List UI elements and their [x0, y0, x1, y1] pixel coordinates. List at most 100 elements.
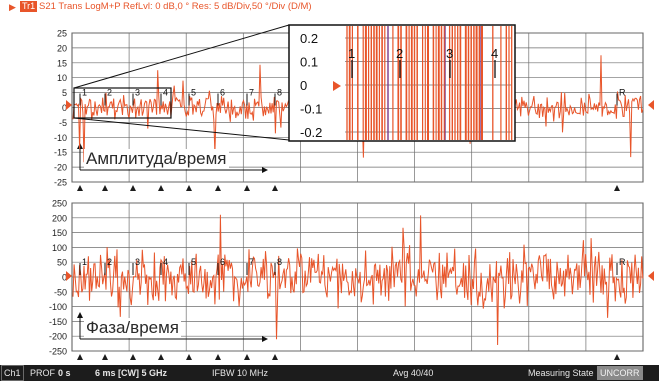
ph-y-tick-label: -50	[54, 287, 67, 297]
amp-marker-indicator-icon[interactable]	[244, 185, 250, 191]
ph-marker-6[interactable]: 6	[217, 257, 225, 275]
zoom-marker-label: 2	[396, 46, 403, 61]
zoom-selection-box[interactable]	[73, 87, 172, 119]
amp-y-tick-label: 15	[57, 58, 67, 68]
amp-y-tick-label: -5	[59, 118, 67, 128]
zoom-marker-4[interactable]: 4	[491, 46, 498, 78]
ph-marker-5[interactable]: 5	[188, 257, 196, 275]
phase-grid	[72, 202, 643, 352]
sweep-info[interactable]: 6 ms [CW] 5 GHz	[95, 368, 168, 378]
phase-trace	[72, 214, 644, 346]
ph-marker-indicator-icon[interactable]	[272, 354, 278, 360]
ph-marker-R[interactable]: R	[616, 257, 626, 275]
amp-marker-label: 7	[249, 88, 254, 98]
ph-y-tick-label: -150	[49, 317, 67, 327]
amp-marker-indicator-icon[interactable]	[158, 185, 164, 191]
ph-marker-label: 4	[163, 257, 168, 267]
ph-marker-indicator-icon[interactable]	[77, 354, 83, 360]
ph-marker-label: 5	[191, 257, 196, 267]
amp-marker-1[interactable]: 1	[79, 88, 87, 106]
amp-marker-4[interactable]: 4	[160, 88, 168, 106]
zoom-y-axis: 0.2 0.1 0 -0.1 -0.2	[300, 31, 322, 140]
ph-marker-label: 2	[107, 257, 112, 267]
amp-marker-5[interactable]: 5	[188, 88, 196, 106]
trace-badge[interactable]: Tr1	[20, 1, 38, 12]
average-indicator[interactable]: Avg 40/40	[393, 368, 434, 378]
amp-y-tick-label: 20	[57, 43, 67, 53]
amp-marker-3[interactable]: 3	[132, 88, 140, 106]
amp-y-tick-label: -20	[54, 163, 67, 173]
amp-marker-indicator-icon[interactable]	[130, 185, 136, 191]
ph-marker-1[interactable]: 1	[79, 257, 87, 275]
amp-y-tick-label: 10	[57, 73, 67, 83]
zoom-window[interactable]: 0.2 0.1 0 -0.1 -0.2 1 2 3 4	[288, 24, 516, 142]
ifbw-indicator[interactable]: IFBW 10 MHz	[212, 368, 269, 378]
zoom-ref-arrow-icon	[333, 81, 341, 91]
amp-marker-2[interactable]: 2	[104, 88, 112, 106]
zoom-y-tick-label: -0.2	[300, 125, 322, 140]
profile-indicator[interactable]: PROF	[30, 368, 56, 378]
ph-marker-indicator-icon[interactable]	[244, 354, 250, 360]
ph-y-tick-label: -200	[49, 332, 67, 342]
ph-marker-indicator-icon[interactable]	[186, 354, 192, 360]
ph-y-tick-label: 150	[52, 228, 67, 238]
ph-marker-label: 1	[82, 257, 87, 267]
zoom-marker-label: 1	[348, 46, 355, 61]
ph-marker-indicator-icon[interactable]	[130, 354, 136, 360]
zoom-marker-label: 4	[491, 46, 498, 61]
measuring-state: Measuring State	[528, 368, 594, 378]
amp-marker-7[interactable]: 7	[246, 88, 254, 106]
ph-marker-indicator-icon[interactable]	[102, 354, 108, 360]
uncorr-badge[interactable]: UNCORR	[597, 366, 643, 380]
zoom-y-tick-label: 0	[300, 78, 307, 93]
amp-marker-label: 3	[135, 88, 140, 98]
amp-ref-left-arrow-icon	[66, 100, 72, 110]
amp-marker-indicator-icon[interactable]	[215, 185, 221, 191]
trace-settings-text[interactable]: S21 Trans LogM+P RefLvl: 0 dB,0 ° Res: 5…	[39, 1, 312, 12]
channel-indicator[interactable]: Ch1	[1, 365, 24, 381]
ph-y-tick-label: 100	[52, 243, 67, 253]
zoom-marker-1[interactable]: 1	[348, 46, 355, 78]
amplitude-marker-indicators[interactable]	[77, 185, 620, 191]
zoom-connector-bottom	[73, 117, 290, 141]
ph-marker-2[interactable]: 2	[104, 257, 112, 275]
zoom-marker-2[interactable]: 2	[396, 46, 403, 78]
zoom-marker-3[interactable]: 3	[446, 46, 453, 78]
active-trace-arrow-icon: ▶	[9, 2, 16, 12]
amp-axis-arrow-right-icon	[262, 167, 268, 173]
ph-y-tick-label: -100	[49, 302, 67, 312]
amplitude-markers[interactable]: 1 2 3 4 5 6 7 8 R	[79, 88, 626, 106]
ph-marker-7[interactable]: 7	[246, 257, 254, 275]
amp-marker-label: 6	[220, 88, 225, 98]
ph-marker-indicator-icon[interactable]	[215, 354, 221, 360]
ph-marker-indicator-icon[interactable]	[158, 354, 164, 360]
zoom-markers[interactable]: 1 2 3 4	[348, 46, 498, 78]
amp-marker-indicator-icon[interactable]	[186, 185, 192, 191]
ph-marker-8[interactable]: 8	[274, 257, 282, 275]
amp-marker-label: 4	[163, 88, 168, 98]
ph-marker-4[interactable]: 4	[160, 257, 168, 275]
amp-marker-8[interactable]: 8	[274, 88, 282, 106]
amp-y-tick-label: 5	[62, 88, 67, 98]
ph-marker-indicator-icon[interactable]	[614, 354, 620, 360]
amp-y-tick-label: 0	[62, 103, 67, 113]
ph-axis-arrow-right-icon	[262, 336, 268, 342]
amp-marker-indicator-icon[interactable]	[77, 185, 83, 191]
amp-marker-indicator-icon[interactable]	[272, 185, 278, 191]
ph-marker-3[interactable]: 3	[132, 257, 140, 275]
amp-marker-R[interactable]: R	[616, 88, 626, 106]
sweep-time[interactable]: 0 s	[58, 368, 71, 378]
zoom-y-tick-label: 0.1	[300, 55, 318, 70]
phase-markers[interactable]: 1 2 3 4 5 6 7 8 R	[79, 257, 626, 275]
amp-marker-indicator-icon[interactable]	[614, 185, 620, 191]
ph-marker-label: 6	[220, 257, 225, 267]
amp-y-tick-label: -25	[54, 178, 67, 188]
phase-marker-indicators[interactable]	[77, 354, 620, 360]
amp-marker-label: 5	[191, 88, 196, 98]
amp-marker-label: 1	[82, 88, 87, 98]
zoom-y-tick-label: 0.2	[300, 31, 318, 46]
amp-marker-indicator-icon[interactable]	[102, 185, 108, 191]
amp-marker-6[interactable]: 6	[217, 88, 225, 106]
ph-marker-label: 3	[135, 257, 140, 267]
